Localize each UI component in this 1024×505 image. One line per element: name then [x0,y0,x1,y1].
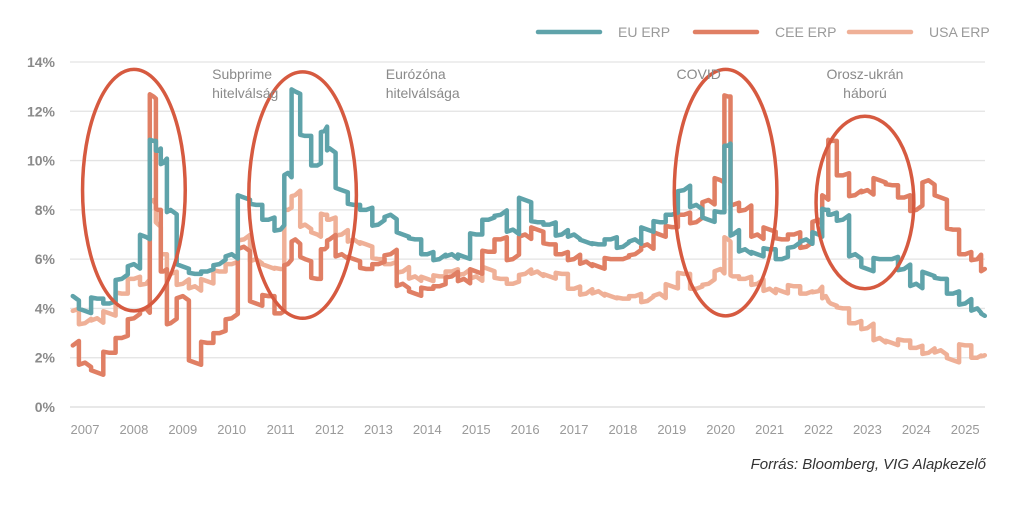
highlight-ellipses [80,67,916,321]
y-tick-label: 6% [35,251,56,267]
series-line-eu-erp [70,87,988,319]
x-tick-label: 2017 [560,422,589,437]
annotation-label: Subprime hitelválság [212,66,278,101]
y-tick-label: 2% [35,350,56,366]
x-tick-label: 2020 [706,422,735,437]
highlight-ellipse [672,67,779,318]
series-line-cee-erp [70,92,988,377]
annotation-line: Eurózóna [386,66,446,82]
annotation-line: Orosz-ukrán [826,66,903,82]
x-tick-label: 2018 [608,422,637,437]
y-tick-label: 14% [27,54,56,70]
x-tick-label: 2011 [267,422,295,437]
x-tick-label: 2019 [657,422,686,437]
series-line-usa-erp [70,188,988,365]
highlight-ellipse [80,67,187,313]
x-tick-label: 2025 [951,422,980,437]
x-tick-label: 2016 [511,422,540,437]
event-annotations: Subprime hitelválság Eurózóna hitelválsága C… [212,66,903,101]
annotation-label: Orosz-ukrán háború [826,66,903,101]
y-tick-label: 4% [35,300,56,316]
y-tick-label: 10% [27,153,56,169]
annotation-line: hitelválsága [386,85,460,101]
x-tick-label: 2010 [217,422,246,437]
x-axis-ticks: 2007 2008 2009 2010 2011 2012 2013 2014 2015 2016… [71,422,980,437]
x-tick-label: 2013 [364,422,393,437]
series-lines [70,87,988,377]
highlight-ellipse [814,114,916,291]
x-tick-label: 2007 [71,422,100,437]
x-tick-label: 2014 [413,422,442,437]
x-tick-label: 2008 [119,422,148,437]
y-tick-label: 12% [27,103,56,119]
legend-label: EU ERP [618,24,670,40]
gridlines [70,61,985,408]
annotation-label: Eurózóna hitelválsága [386,66,460,101]
annotation-line: háború [843,85,887,101]
legend-label: CEE ERP [775,24,836,40]
annotation-line: COVID [677,66,721,82]
x-tick-label: 2009 [168,422,197,437]
legend-label: USA ERP [929,24,990,40]
x-tick-label: 2012 [315,422,344,437]
source-note: Forrás: Bloomberg, VIG Alapkezelő [750,456,986,473]
highlight-ellipse [247,70,359,321]
annotation-line: hitelválság [212,85,278,101]
y-axis-ticks: 0% 2% 4% 6% 8% 10% 12% 14% [27,54,56,415]
annotation-line: Subprime [212,66,272,82]
x-tick-label: 2023 [853,422,882,437]
legend: EU ERP CEE ERP USA ERP [535,24,990,40]
x-tick-label: 2022 [804,422,833,437]
y-tick-label: 0% [35,399,56,415]
y-tick-label: 8% [35,202,56,218]
x-tick-label: 2015 [462,422,491,437]
x-tick-label: 2021 [755,422,784,437]
annotation-label: COVID [677,66,721,82]
x-tick-label: 2024 [902,422,931,437]
